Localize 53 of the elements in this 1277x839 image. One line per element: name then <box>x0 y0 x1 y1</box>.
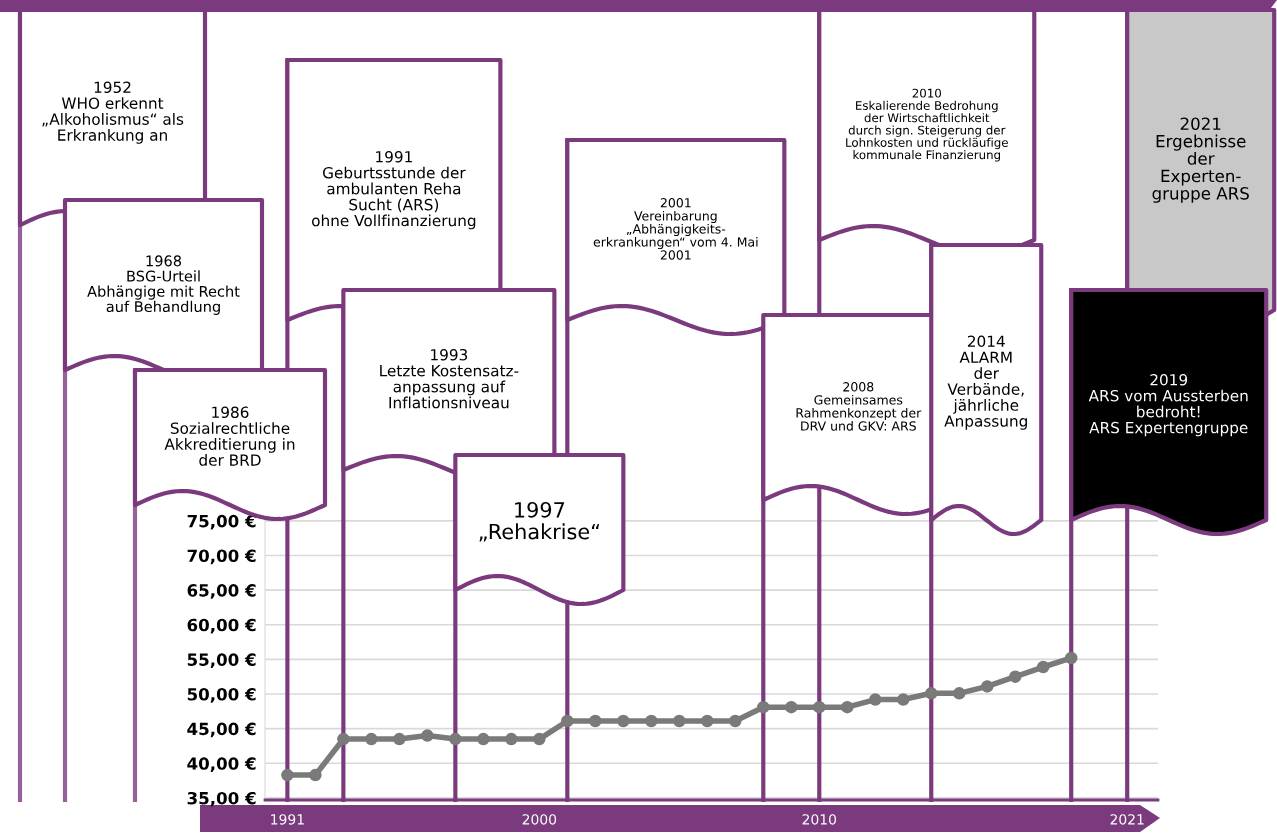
y-tick-label: 65,00 € <box>187 584 256 599</box>
point <box>1008 670 1022 683</box>
point <box>673 714 686 728</box>
y-tick-label: 60,00 € <box>187 618 256 634</box>
point <box>785 700 798 714</box>
point <box>925 687 938 700</box>
text: 1952 WHO erkennt „Alkoholismus“ als Erkrankung an <box>42 81 184 144</box>
ref-line-label: 2014 ALARM der Verbände, jährliche Anpassung <box>944 335 1027 430</box>
ref-line-label: 2019 ARS vom Aussterben bedroht! ARS Expertengruppe <box>1088 373 1248 437</box>
y-tick-label: 55,00 € <box>187 653 256 669</box>
point <box>952 687 966 700</box>
ref-line-label: 1991 Geburtsstunde der ambulanten Reha Sucht (ARS) ohne Vollfinanzierung <box>312 150 476 230</box>
point <box>281 768 294 782</box>
point <box>980 680 994 693</box>
ref-line-label: 1993 Letzte Kostensatz- anpassung auf Inflationsniveau <box>380 348 519 409</box>
point <box>869 693 882 706</box>
point <box>393 732 406 746</box>
point <box>589 714 602 728</box>
point <box>841 700 854 714</box>
point <box>449 732 462 746</box>
point <box>309 768 322 782</box>
y-tick-label: 35,00 € <box>187 791 256 807</box>
text: 1968 BSG-Urteil Abhängige mit Recht auf Behandlung <box>87 255 240 315</box>
ref-line-label: 2010 Eskalierende Bedrohung der Wirtschaftlichkeit durch sign. Steigerung der Lohnkosten und rückläufige kommunale Finanzierung <box>846 88 1008 162</box>
ref-line-label: 2021 Ergebnisse der Experten- gruppe ARS <box>1152 117 1249 203</box>
text: 1986 Sozialrechtliche Akkreditierung in der BRD <box>164 406 295 466</box>
x-tick-label: 2000 <box>522 814 557 825</box>
point <box>1064 651 1078 665</box>
y-tick-label: 45,00 € <box>187 722 256 738</box>
point <box>505 732 518 746</box>
point <box>561 714 574 728</box>
point <box>365 732 378 746</box>
y-tick-label: 40,00 € <box>187 757 256 772</box>
x-tick-label: 2010 <box>802 814 837 825</box>
point <box>477 732 490 746</box>
point <box>337 732 350 746</box>
point <box>617 714 630 728</box>
point <box>757 700 770 714</box>
point <box>897 693 910 706</box>
point <box>421 729 434 742</box>
x-tick-label: 2021 <box>1110 814 1144 825</box>
ref-line-label: 2001 Vereinbarung „Abhängigkeits- erkrankungen“ vom 4. Mai 2001 <box>593 198 758 260</box>
point <box>701 714 714 728</box>
point <box>1036 660 1050 674</box>
y-tick-label: 70,00 € <box>187 549 256 565</box>
x-tick-label: 1991 <box>271 814 304 825</box>
ref-line-label: 1997 „Rehakrise“ <box>479 501 600 542</box>
y-tick-label: 50,00 € <box>187 687 256 703</box>
ref-line-label: 2008 Gemeinsames Rahmenkonzept der DRV und GKV: ARS <box>796 382 922 431</box>
point <box>813 700 826 714</box>
point <box>533 732 546 746</box>
point <box>729 714 742 728</box>
point <box>645 714 658 728</box>
